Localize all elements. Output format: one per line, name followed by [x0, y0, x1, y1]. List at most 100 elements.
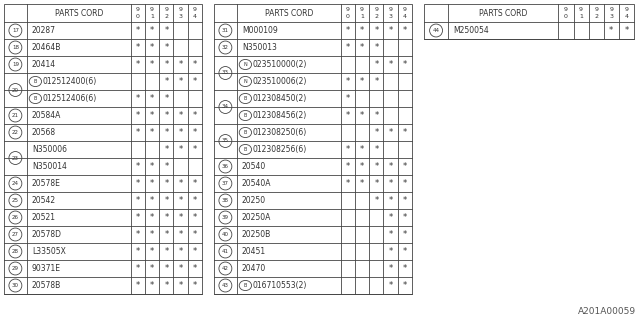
Text: 26: 26: [12, 215, 19, 220]
Text: *: *: [388, 247, 393, 256]
Text: *: *: [193, 230, 197, 239]
Text: 17: 17: [12, 28, 19, 33]
Text: 20578B: 20578B: [32, 281, 61, 290]
Text: *: *: [346, 162, 350, 171]
Text: 9: 9: [594, 7, 598, 12]
Text: *: *: [150, 264, 154, 273]
Text: *: *: [150, 196, 154, 205]
Text: *: *: [150, 26, 154, 35]
Text: 2: 2: [164, 14, 168, 20]
Text: *: *: [164, 196, 168, 205]
Text: *: *: [136, 26, 140, 35]
Text: *: *: [179, 179, 183, 188]
Text: PARTS CORD: PARTS CORD: [264, 9, 313, 18]
Text: 20521: 20521: [32, 213, 56, 222]
Text: *: *: [388, 213, 393, 222]
Text: *: *: [150, 230, 154, 239]
Text: *: *: [136, 264, 140, 273]
Text: 9: 9: [193, 7, 197, 12]
Text: *: *: [388, 264, 393, 273]
Text: *: *: [164, 247, 168, 256]
Text: 35: 35: [222, 139, 229, 143]
Text: *: *: [374, 128, 378, 137]
Text: *: *: [346, 26, 350, 35]
Text: *: *: [150, 162, 154, 171]
Text: *: *: [360, 43, 364, 52]
Text: 43: 43: [222, 283, 229, 288]
Text: *: *: [388, 60, 393, 69]
Text: 9: 9: [403, 7, 407, 12]
Text: *: *: [403, 213, 407, 222]
Text: *: *: [179, 77, 183, 86]
Text: 19: 19: [12, 62, 19, 67]
Text: *: *: [136, 281, 140, 290]
Text: 38: 38: [222, 198, 229, 203]
Text: *: *: [136, 247, 140, 256]
Text: 9: 9: [579, 7, 583, 12]
Text: *: *: [179, 247, 183, 256]
Text: *: *: [346, 94, 350, 103]
Text: *: *: [374, 162, 378, 171]
Text: 20451: 20451: [242, 247, 266, 256]
Text: *: *: [164, 213, 168, 222]
Text: 36: 36: [222, 164, 229, 169]
Text: 0: 0: [136, 14, 140, 20]
Text: 20578E: 20578E: [32, 179, 61, 188]
Text: 012308256(6): 012308256(6): [253, 145, 307, 154]
Text: 2: 2: [594, 14, 598, 20]
Text: 32: 32: [222, 45, 229, 50]
Text: *: *: [164, 111, 168, 120]
Text: *: *: [150, 247, 154, 256]
Text: *: *: [360, 145, 364, 154]
Text: *: *: [374, 60, 378, 69]
Text: *: *: [136, 128, 140, 137]
Text: *: *: [374, 179, 378, 188]
Text: *: *: [193, 179, 197, 188]
Text: 9: 9: [346, 7, 350, 12]
Text: *: *: [164, 128, 168, 137]
Text: *: *: [346, 179, 350, 188]
Text: 4: 4: [625, 14, 628, 20]
Text: 22: 22: [12, 130, 19, 135]
Text: 29: 29: [12, 266, 19, 271]
Text: *: *: [346, 43, 350, 52]
Text: 9: 9: [136, 7, 140, 12]
Text: 012512400(6): 012512400(6): [42, 77, 97, 86]
Text: N: N: [243, 79, 247, 84]
Text: *: *: [403, 179, 407, 188]
Text: 20470: 20470: [242, 264, 266, 273]
Text: 023510006(2): 023510006(2): [253, 77, 307, 86]
Text: 9: 9: [150, 7, 154, 12]
Text: *: *: [403, 264, 407, 273]
Text: M000109: M000109: [242, 26, 278, 35]
Text: 30: 30: [12, 283, 19, 288]
Text: *: *: [403, 196, 407, 205]
Text: 20250: 20250: [242, 196, 266, 205]
Text: *: *: [388, 26, 393, 35]
Text: 9: 9: [564, 7, 568, 12]
Text: *: *: [150, 213, 154, 222]
Text: *: *: [193, 213, 197, 222]
Text: *: *: [388, 179, 393, 188]
Text: 3: 3: [609, 14, 613, 20]
Text: 012308456(2): 012308456(2): [253, 111, 307, 120]
Text: *: *: [403, 281, 407, 290]
Text: 1: 1: [150, 14, 154, 20]
Text: *: *: [164, 162, 168, 171]
Text: 20414: 20414: [32, 60, 56, 69]
Text: 0: 0: [564, 14, 568, 20]
Text: 27: 27: [12, 232, 19, 237]
Text: 20542: 20542: [32, 196, 56, 205]
Text: *: *: [403, 230, 407, 239]
Text: *: *: [164, 264, 168, 273]
Text: 012308450(2): 012308450(2): [253, 94, 307, 103]
Text: *: *: [179, 264, 183, 273]
Text: *: *: [164, 77, 168, 86]
Text: B: B: [244, 96, 247, 101]
Text: 012512406(6): 012512406(6): [42, 94, 97, 103]
Text: 25: 25: [12, 198, 19, 203]
Text: *: *: [150, 281, 154, 290]
Text: 20540: 20540: [242, 162, 266, 171]
Bar: [214, 4, 412, 294]
Text: *: *: [136, 60, 140, 69]
